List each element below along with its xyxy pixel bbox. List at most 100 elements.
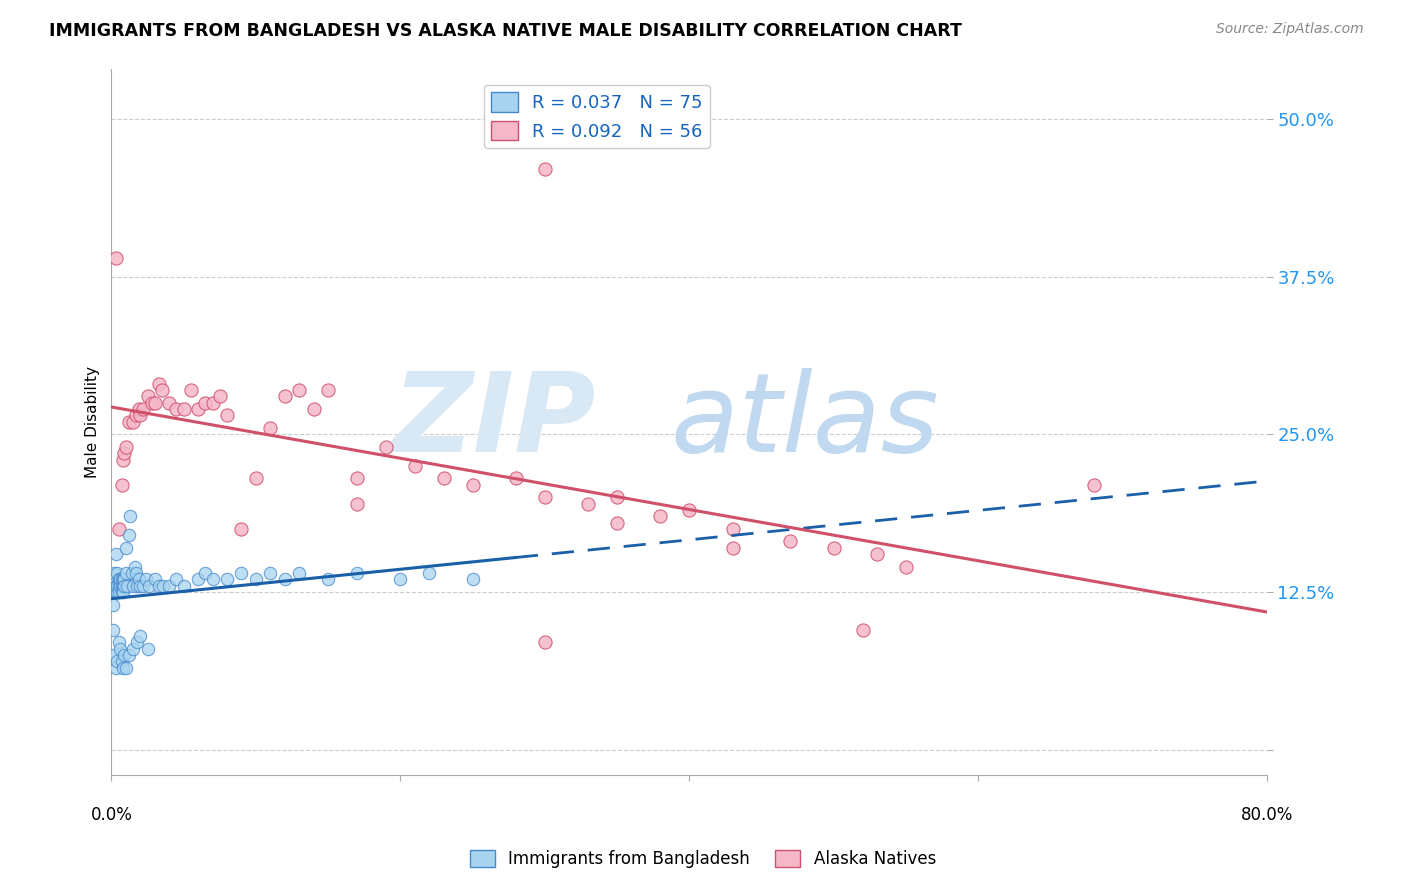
Point <box>606 516 628 530</box>
Point <box>374 440 396 454</box>
Point <box>316 383 339 397</box>
Point <box>533 162 555 177</box>
Point <box>107 572 129 586</box>
Point <box>259 566 281 580</box>
Point <box>150 383 173 397</box>
Point <box>125 566 148 580</box>
Point <box>245 572 267 586</box>
Text: IMMIGRANTS FROM BANGLADESH VS ALASKA NATIVE MALE DISABILITY CORRELATION CHART: IMMIGRANTS FROM BANGLADESH VS ALASKA NAT… <box>49 22 962 40</box>
Point <box>103 566 125 580</box>
Point <box>274 572 297 586</box>
Point <box>851 623 873 637</box>
Point <box>136 389 159 403</box>
Point <box>107 522 129 536</box>
Point <box>894 559 917 574</box>
Point <box>157 579 180 593</box>
Point <box>1083 477 1105 491</box>
Point <box>259 421 281 435</box>
Point <box>187 402 209 417</box>
Point <box>180 383 202 397</box>
Point <box>110 579 132 593</box>
Point <box>101 598 124 612</box>
Point <box>533 491 555 505</box>
Point <box>104 251 127 265</box>
Point <box>115 660 138 674</box>
Point <box>138 579 160 593</box>
Point <box>125 409 148 423</box>
Point <box>105 654 128 668</box>
Point <box>129 629 152 643</box>
Point <box>152 579 174 593</box>
Point <box>606 491 628 505</box>
Y-axis label: Male Disability: Male Disability <box>86 366 100 478</box>
Point <box>112 579 135 593</box>
Point <box>122 415 145 429</box>
Point <box>112 648 135 662</box>
Point <box>127 579 149 593</box>
Point <box>111 660 134 674</box>
Point <box>128 572 150 586</box>
Point <box>110 654 132 668</box>
Point <box>866 547 889 561</box>
Point <box>136 641 159 656</box>
Point <box>245 471 267 485</box>
Point <box>231 522 253 536</box>
Point <box>110 572 132 586</box>
Legend: Immigrants from Bangladesh, Alaska Natives: Immigrants from Bangladesh, Alaska Nativ… <box>464 843 942 875</box>
Point <box>120 509 142 524</box>
Point <box>461 477 484 491</box>
Point <box>105 585 128 599</box>
Point <box>107 635 129 649</box>
Point <box>110 585 132 599</box>
Point <box>194 396 217 410</box>
Point <box>215 409 238 423</box>
Point <box>173 579 195 593</box>
Point <box>779 534 801 549</box>
Point <box>132 402 155 417</box>
Point <box>129 409 152 423</box>
Point <box>208 389 231 403</box>
Point <box>129 579 152 593</box>
Point <box>107 579 129 593</box>
Point <box>721 522 744 536</box>
Point <box>121 566 143 580</box>
Point <box>103 572 125 586</box>
Point <box>346 566 368 580</box>
Point <box>108 641 131 656</box>
Point <box>112 446 135 460</box>
Point <box>148 579 170 593</box>
Point <box>115 541 138 555</box>
Point <box>148 376 170 391</box>
Point <box>288 383 311 397</box>
Point <box>108 579 131 593</box>
Point <box>107 585 129 599</box>
Point <box>165 572 187 586</box>
Point <box>823 541 845 555</box>
Point <box>316 572 339 586</box>
Point <box>110 477 132 491</box>
Point <box>143 396 166 410</box>
Point <box>104 585 127 599</box>
Point <box>118 415 141 429</box>
Text: 0.0%: 0.0% <box>90 806 132 824</box>
Point <box>111 579 134 593</box>
Point <box>215 572 238 586</box>
Point <box>576 497 599 511</box>
Point <box>346 497 368 511</box>
Point <box>418 566 440 580</box>
Point <box>274 389 297 403</box>
Point <box>143 572 166 586</box>
Point <box>115 566 138 580</box>
Legend: R = 0.037   N = 75, R = 0.092   N = 56: R = 0.037 N = 75, R = 0.092 N = 56 <box>484 85 710 148</box>
Point <box>111 585 134 599</box>
Point <box>433 471 456 485</box>
Point <box>165 402 187 417</box>
Text: atlas: atlas <box>671 368 939 475</box>
Point <box>104 660 127 674</box>
Point <box>122 641 145 656</box>
Point <box>678 503 700 517</box>
Point <box>118 528 141 542</box>
Point <box>117 579 139 593</box>
Point <box>101 623 124 637</box>
Point <box>112 572 135 586</box>
